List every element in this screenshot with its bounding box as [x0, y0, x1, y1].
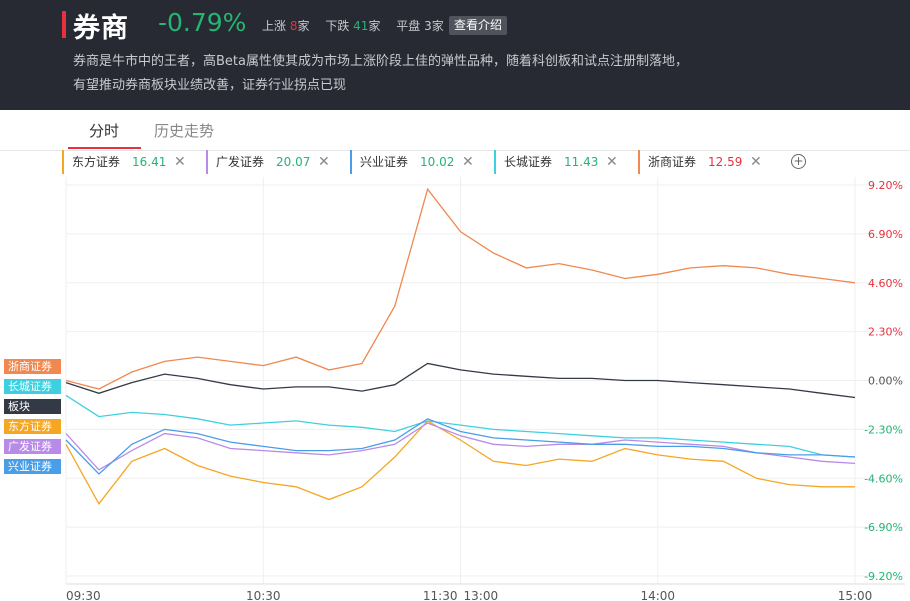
down-count: 41: [353, 19, 369, 33]
tab-intraday[interactable]: 分时: [89, 122, 120, 140]
title-accent-bar: [62, 11, 66, 38]
chip-name: 东方证券: [72, 155, 121, 169]
x-tick-label: 14:00: [640, 589, 675, 601]
series-line: [65, 187, 856, 390]
stock-chip[interactable]: 长城证券 11.43 ✕: [494, 150, 628, 174]
x-tick-label: 09:30: [66, 589, 101, 601]
stock-chip[interactable]: 广发证券 20.07 ✕: [206, 150, 340, 174]
y-tick-label: 2.30%: [868, 326, 903, 339]
chip-price: 11.43: [564, 155, 599, 169]
chip-price: 20.07: [276, 155, 311, 169]
close-icon[interactable]: ✕: [462, 154, 474, 170]
chip-name: 长城证券: [504, 155, 553, 169]
up-unit: 家: [297, 19, 310, 33]
down-unit: 家: [368, 19, 381, 33]
y-tick-label: -2.30%: [864, 423, 903, 436]
view-intro-button[interactable]: 查看介绍: [449, 16, 508, 35]
plus-circle-icon[interactable]: +: [791, 154, 806, 169]
stock-chip[interactable]: 浙商证券 12.59 ✕: [638, 150, 772, 174]
flat-count: 3: [424, 19, 432, 33]
sector-description: 券商是牛市中的王者，高Beta属性使其成为市场上涨阶段上佳的弹性品种，随着科创板…: [73, 54, 688, 93]
down-label: 下跌: [325, 19, 350, 33]
chip-price: 12.59: [708, 155, 743, 169]
intraday-chart: 9.20% 6.90% 4.60% 2.30% 0.00% -2.30% -4.60% -6.…: [65, 177, 905, 601]
series-line: [65, 362, 856, 399]
y-tick-label: -6.90%: [864, 521, 903, 534]
legend-item: 东方证券: [4, 419, 61, 434]
close-icon[interactable]: ✕: [174, 154, 186, 170]
chip-name: 兴业证券: [360, 155, 409, 169]
legend-item: 板块: [4, 399, 61, 414]
y-tick-label: 9.20%: [868, 179, 903, 192]
y-tick-label: -9.20%: [864, 570, 903, 583]
y-tick-label: 6.90%: [868, 228, 903, 241]
series-line: [65, 418, 856, 475]
y-tick-label: -4.60%: [864, 472, 903, 485]
stock-chip[interactable]: 东方证券 16.41 ✕: [62, 150, 196, 174]
tab-bar: 分时 历史走势: [0, 110, 910, 151]
close-icon[interactable]: ✕: [606, 154, 618, 170]
stock-chip[interactable]: 兴业证券 10.02 ✕: [350, 150, 484, 174]
chip-price: 16.41: [132, 155, 167, 169]
flat-unit: 家: [431, 19, 444, 33]
sector-header: 券商 -0.79% 上涨 8家 下跌 41家 平盘 3家 查看介绍 券商是牛市中…: [0, 0, 910, 110]
legend-item: 浙商证券: [4, 359, 61, 374]
close-icon[interactable]: ✕: [750, 154, 762, 170]
x-tick-label: 10:30: [246, 589, 281, 601]
tab-history[interactable]: 历史走势: [154, 122, 215, 140]
up-label: 上涨: [262, 19, 287, 33]
chip-name: 浙商证券: [648, 155, 697, 169]
x-tick-label: 15:00: [838, 589, 873, 601]
stock-chip-bar: 东方证券 16.41 ✕ 广发证券 20.07 ✕ 兴业证券 10.02 ✕ 长…: [62, 150, 822, 174]
series-line: [65, 394, 856, 458]
legend-item: 长城证券: [4, 379, 61, 394]
x-tick-label: 11:30: [423, 589, 458, 601]
close-icon[interactable]: ✕: [318, 154, 330, 170]
sector-change: -0.79%: [158, 8, 247, 37]
legend-item: 广发证券: [4, 439, 61, 454]
legend-item: 兴业证券: [4, 459, 61, 474]
up-count: 8: [289, 19, 298, 33]
x-tick-label: 13:00: [464, 589, 499, 601]
active-tab-indicator: [68, 147, 141, 149]
flat-label: 平盘: [396, 19, 421, 33]
series-line: [65, 420, 855, 505]
chip-price: 10.02: [420, 155, 455, 169]
y-tick-label: 4.60%: [868, 277, 903, 290]
breadth-stats: 上涨 8家 下跌 41家 平盘 3家: [262, 17, 444, 34]
series-line: [65, 422, 856, 471]
chip-name: 广发证券: [216, 155, 265, 169]
sector-title: 券商: [73, 13, 129, 44]
y-tick-label: 0.00%: [868, 375, 903, 388]
